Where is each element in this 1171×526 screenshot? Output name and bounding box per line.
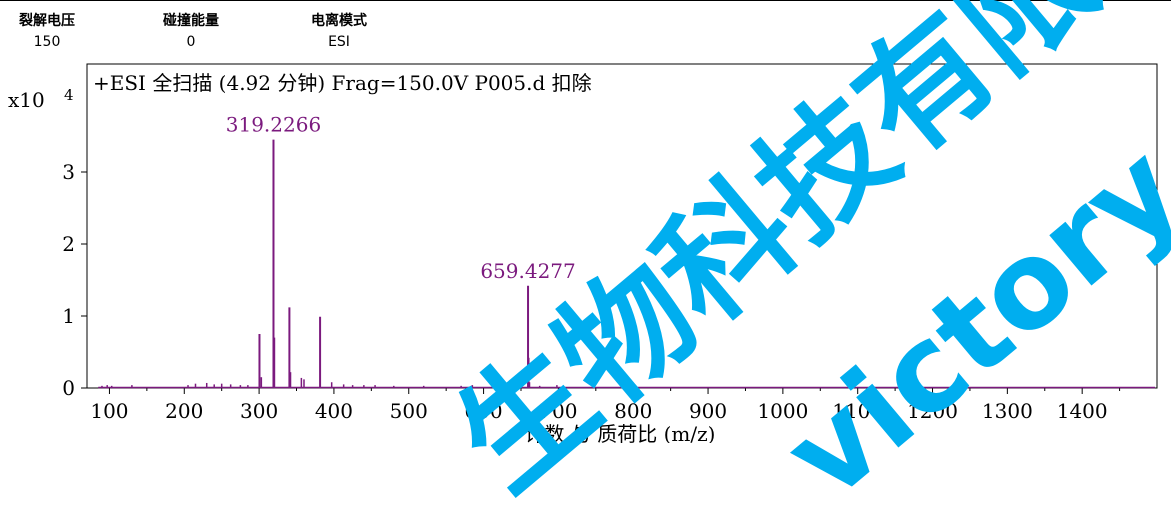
peak-series <box>98 139 1155 389</box>
x-tick-label: 900 <box>689 399 727 423</box>
y-axis: 0 1 2 3 <box>62 160 87 400</box>
header-collision-energy: 碰撞能量 0 <box>163 10 219 50</box>
x-tick-label: 1200 <box>907 399 958 423</box>
peak-label: 659.4277 <box>480 259 575 283</box>
x-tick-label: 300 <box>240 399 278 423</box>
header-label: 裂解电压 <box>19 13 75 29</box>
mass-spectrum-chart: +ESI 全扫描 (4.92 分钟) Frag=150.0V P005.d 扣除… <box>8 63 1158 443</box>
x-tick-label: 1400 <box>1057 399 1108 423</box>
y-exponent-label: 4 <box>64 86 74 104</box>
x-tick-label: 1100 <box>832 399 883 423</box>
header-value: 0 <box>186 34 196 50</box>
x-tick-label: 200 <box>165 399 203 423</box>
y-tick-label: 3 <box>62 160 75 184</box>
header-label: 碰撞能量 <box>163 13 219 29</box>
y-tick-label: 1 <box>62 304 75 328</box>
peak-labels: 319.2266 659.4277 <box>226 113 576 283</box>
y-multiplier-label: x10 <box>8 88 45 112</box>
peak-label: 319.2266 <box>226 113 321 137</box>
x-tick-label: 400 <box>315 399 353 423</box>
header-value: 150 <box>33 34 61 50</box>
y-tick-label: 2 <box>62 232 75 256</box>
x-tick-label: 1300 <box>982 399 1033 423</box>
x-axis-label: 计数 与 质荷比 (m/z) <box>525 422 716 443</box>
header-fragmentor-voltage: 裂解电压 150 <box>19 10 75 50</box>
x-axis: 100 200 300 400 500 600 700 800 900 1000 1100 1200 1… <box>90 388 1121 423</box>
x-tick-label: 500 <box>390 399 428 423</box>
x-tick-label: 800 <box>614 399 652 423</box>
header-label: 电离模式 <box>311 13 367 29</box>
x-tick-label: 100 <box>90 399 128 423</box>
x-tick-label: 700 <box>539 399 577 423</box>
top-border-line <box>0 0 1171 1</box>
chart-title: +ESI 全扫描 (4.92 分钟) Frag=150.0V P005.d 扣除 <box>93 71 592 95</box>
header-value: ESI <box>328 34 350 50</box>
x-tick-label: 1000 <box>757 399 808 423</box>
y-tick-label: 0 <box>62 376 75 400</box>
x-tick-label: 600 <box>464 399 502 423</box>
header-ionization-mode: 电离模式 ESI <box>311 10 367 50</box>
